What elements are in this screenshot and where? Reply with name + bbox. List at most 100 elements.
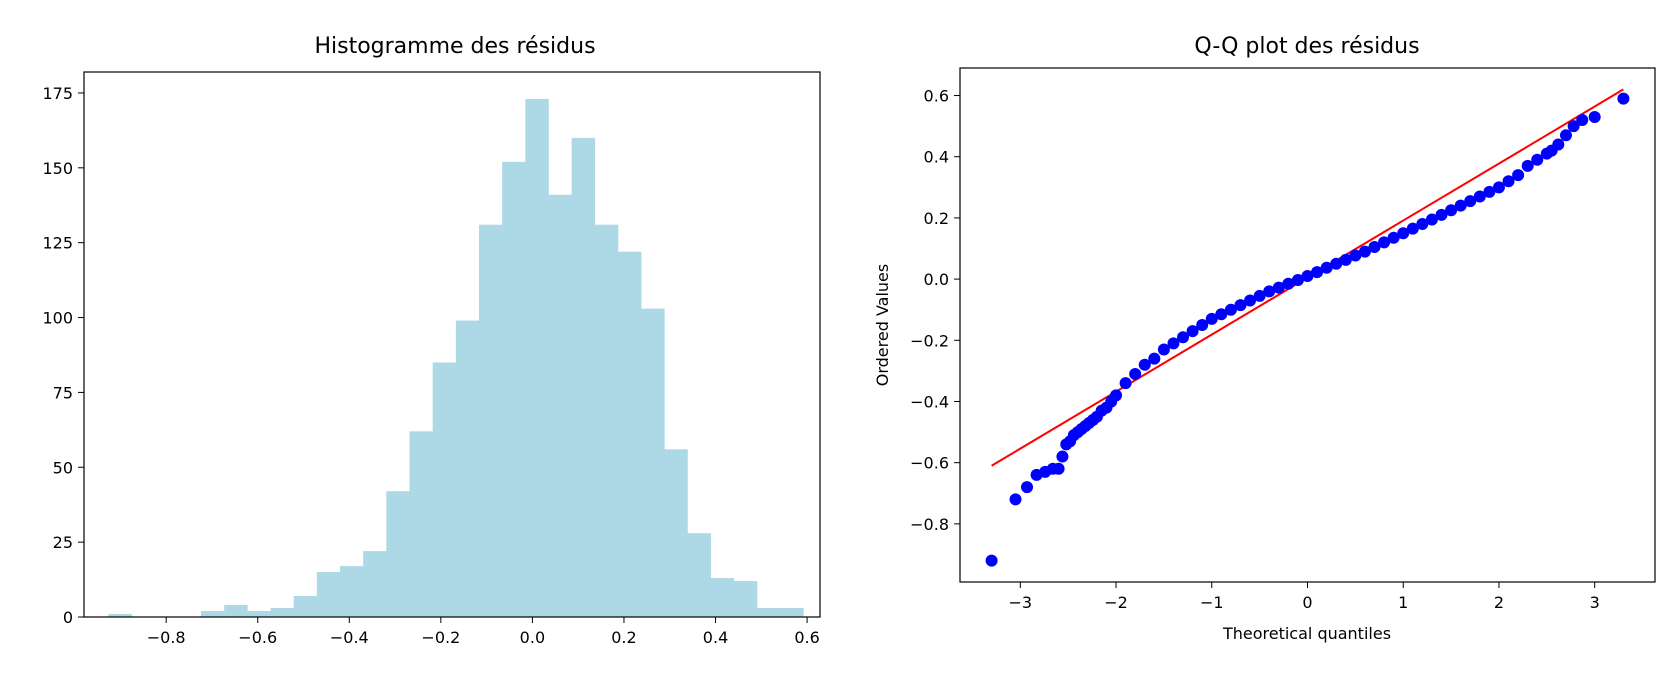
qq-point xyxy=(1531,153,1544,166)
qq-point xyxy=(1492,181,1505,194)
qq-point xyxy=(1435,208,1448,221)
histogram-bar xyxy=(247,611,271,617)
qq-point xyxy=(1425,213,1438,226)
qq-x-tick-label: −3 xyxy=(1009,593,1033,612)
histogram-bar xyxy=(293,596,318,617)
histogram-y-tick-label: 175 xyxy=(42,84,73,103)
histogram-bar xyxy=(525,98,549,617)
histogram-y-tick-label: 100 xyxy=(42,309,73,328)
qq-point xyxy=(1473,190,1486,203)
qq-y-tick-label: −0.4 xyxy=(910,392,949,411)
qq-frame xyxy=(959,67,1656,583)
qq-point xyxy=(1196,319,1209,331)
histogram-bar xyxy=(502,161,526,618)
qq-point xyxy=(1397,227,1410,240)
histogram-x-tick-label: 0.4 xyxy=(703,628,728,647)
histogram-y-tick-label: 50 xyxy=(53,458,73,477)
qq-title: Q-Q plot des résidus xyxy=(1194,34,1419,59)
qq-y-tick-label: −0.2 xyxy=(910,331,949,350)
qq-y-tick-label: 0.6 xyxy=(924,87,949,106)
qq-point xyxy=(1129,367,1142,380)
qq-y-axis-label: Ordered Values xyxy=(873,264,892,386)
qq-point xyxy=(1512,169,1525,182)
histogram-y-tick-label: 75 xyxy=(53,383,73,402)
qq-point xyxy=(1301,270,1314,283)
qq-point xyxy=(1311,266,1324,279)
qq-points xyxy=(985,92,1630,567)
qq-point xyxy=(1215,308,1228,321)
qq-point xyxy=(1502,175,1515,188)
qq-point xyxy=(1406,222,1419,235)
histogram-bar xyxy=(201,611,225,617)
qq-point xyxy=(1368,240,1381,253)
qq-point xyxy=(1272,281,1285,294)
qq-point xyxy=(1056,450,1069,463)
qq-point xyxy=(1416,218,1429,231)
qq-x-ticks: −3 −2 −1 0 1 2 3 xyxy=(1009,582,1600,612)
histogram-bar xyxy=(594,224,619,617)
qq-point xyxy=(1021,481,1034,494)
qq-point xyxy=(1339,253,1352,266)
histogram-y-tick-label: 150 xyxy=(42,159,73,178)
qq-point xyxy=(1148,352,1161,365)
qq-y-tick-label: 0.0 xyxy=(924,270,949,289)
qq-x-tick-label: 3 xyxy=(1590,593,1600,612)
histogram-title: Histogramme des résidus xyxy=(314,34,595,59)
histogram-x-tick-label: −0.8 xyxy=(147,628,186,647)
qq-point xyxy=(1567,120,1580,133)
qq-point xyxy=(1110,389,1123,402)
qq-point xyxy=(1244,294,1257,307)
qq-point xyxy=(1138,358,1151,371)
qq-point xyxy=(1205,312,1218,325)
qq-point xyxy=(1576,114,1589,127)
histogram-bar xyxy=(733,581,758,617)
histogram-chart: Histogramme des résidus −0.8 −0.6 −0.4 −0.2… xyxy=(42,34,821,647)
histogram-y-tick-label: 0 xyxy=(63,608,73,627)
qq-x-tick-label: 1 xyxy=(1398,593,1408,612)
histogram-bar xyxy=(363,551,387,617)
qq-x-tick-label: −1 xyxy=(1200,593,1224,612)
histogram-bar xyxy=(617,251,642,617)
qq-point xyxy=(1358,245,1371,258)
histogram-y-tick-label: 125 xyxy=(42,234,73,253)
qq-point xyxy=(1186,325,1199,338)
histogram-bar xyxy=(432,362,457,617)
histogram-bar xyxy=(316,572,341,617)
qq-x-tick-label: −2 xyxy=(1104,593,1128,612)
histogram-bar xyxy=(780,608,804,617)
histogram-bar xyxy=(664,449,688,617)
histogram-y-ticks: 0 25 50 75 100 125 150 175 xyxy=(42,84,84,627)
qq-point xyxy=(1464,195,1477,208)
qq-point xyxy=(1282,277,1295,290)
qq-point xyxy=(1387,231,1400,244)
qq-point xyxy=(1521,159,1534,172)
qq-y-tick-label: 0.4 xyxy=(924,148,949,167)
qq-point xyxy=(1617,92,1630,105)
qq-point xyxy=(1588,110,1601,123)
histogram-y-tick-label: 25 xyxy=(53,533,73,552)
qq-point xyxy=(1349,249,1362,262)
qq-point xyxy=(1291,274,1304,287)
qq-point xyxy=(1552,138,1565,151)
histogram-bar xyxy=(710,578,735,617)
histogram-bar xyxy=(224,605,248,617)
histogram-bar xyxy=(548,194,572,617)
qq-point xyxy=(1378,236,1391,249)
histogram-bars xyxy=(108,98,804,618)
histogram-bar xyxy=(571,137,596,617)
qq-point xyxy=(1177,331,1190,344)
qq-y-tick-label: −0.8 xyxy=(910,515,949,534)
qq-point xyxy=(1224,303,1237,316)
histogram-x-tick-label: 0.0 xyxy=(520,628,545,647)
qq-point xyxy=(1330,257,1343,270)
histogram-bar xyxy=(687,533,711,617)
qq-y-ticks: −0.8 −0.6 −0.4 −0.2 0.0 0.2 0.4 0.6 xyxy=(910,87,960,534)
qq-point xyxy=(1559,129,1572,142)
qq-point xyxy=(1167,337,1180,350)
qq-point xyxy=(1445,204,1458,217)
qq-x-tick-label: 0 xyxy=(1302,593,1312,612)
histogram-x-tick-label: −0.6 xyxy=(238,628,277,647)
qq-point xyxy=(1320,261,1333,274)
